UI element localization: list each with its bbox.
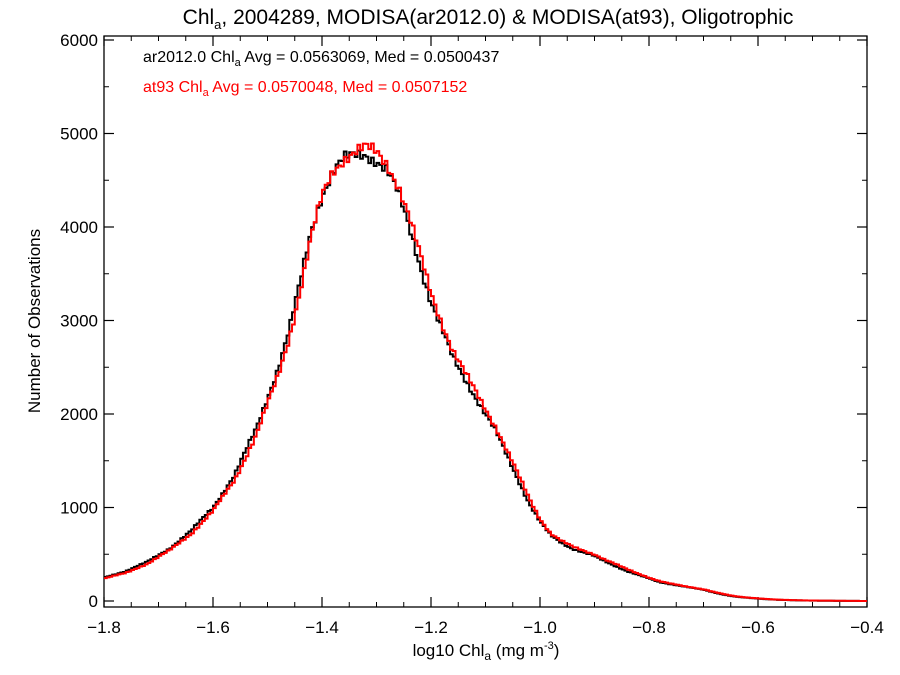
y-tick-label: 0	[89, 592, 98, 611]
series-ar2012-line	[104, 149, 867, 602]
legend-entry-at93: at93 Chla Avg = 0.0570048, Med = 0.05071…	[143, 79, 467, 99]
y-tick-label: 4000	[60, 218, 98, 237]
y-tick-label: 3000	[60, 312, 98, 331]
x-tick-label: −1.6	[196, 618, 230, 637]
series-layer	[104, 142, 867, 602]
x-axis-label: log10 Chla (mg m-3)	[413, 640, 560, 663]
y-tick-label: 5000	[60, 125, 98, 144]
y-tick-label: 2000	[60, 405, 98, 424]
chart-title: Chla, 2004289, MODISA(ar2012.0) & MODISA…	[183, 6, 794, 32]
y-axis: 0 1000 2000 3000 4000 5000 6000	[60, 31, 867, 611]
x-tick-label: −0.4	[850, 618, 884, 637]
legend-entry-ar2012: ar2012.0 Chla Avg = 0.0563069, Med = 0.0…	[143, 49, 499, 69]
y-axis-label: Number of Observations	[25, 229, 44, 413]
x-axis: −1.8 −1.6 −1.4 −1.2 −1.0 −0.8 −0.6 −0.4	[87, 36, 884, 637]
x-tick-label: −1.4	[305, 618, 339, 637]
x-tick-label: −1.2	[414, 618, 448, 637]
y-tick-label: 1000	[60, 499, 98, 518]
x-tick-label: −1.0	[523, 618, 557, 637]
series-at93-line	[104, 142, 867, 602]
plot-frame	[103, 35, 868, 608]
x-tick-label: −1.8	[87, 618, 121, 637]
x-tick-label: −0.6	[741, 618, 775, 637]
x-tick-label: −0.8	[632, 618, 666, 637]
y-tick-label: 6000	[60, 31, 98, 50]
